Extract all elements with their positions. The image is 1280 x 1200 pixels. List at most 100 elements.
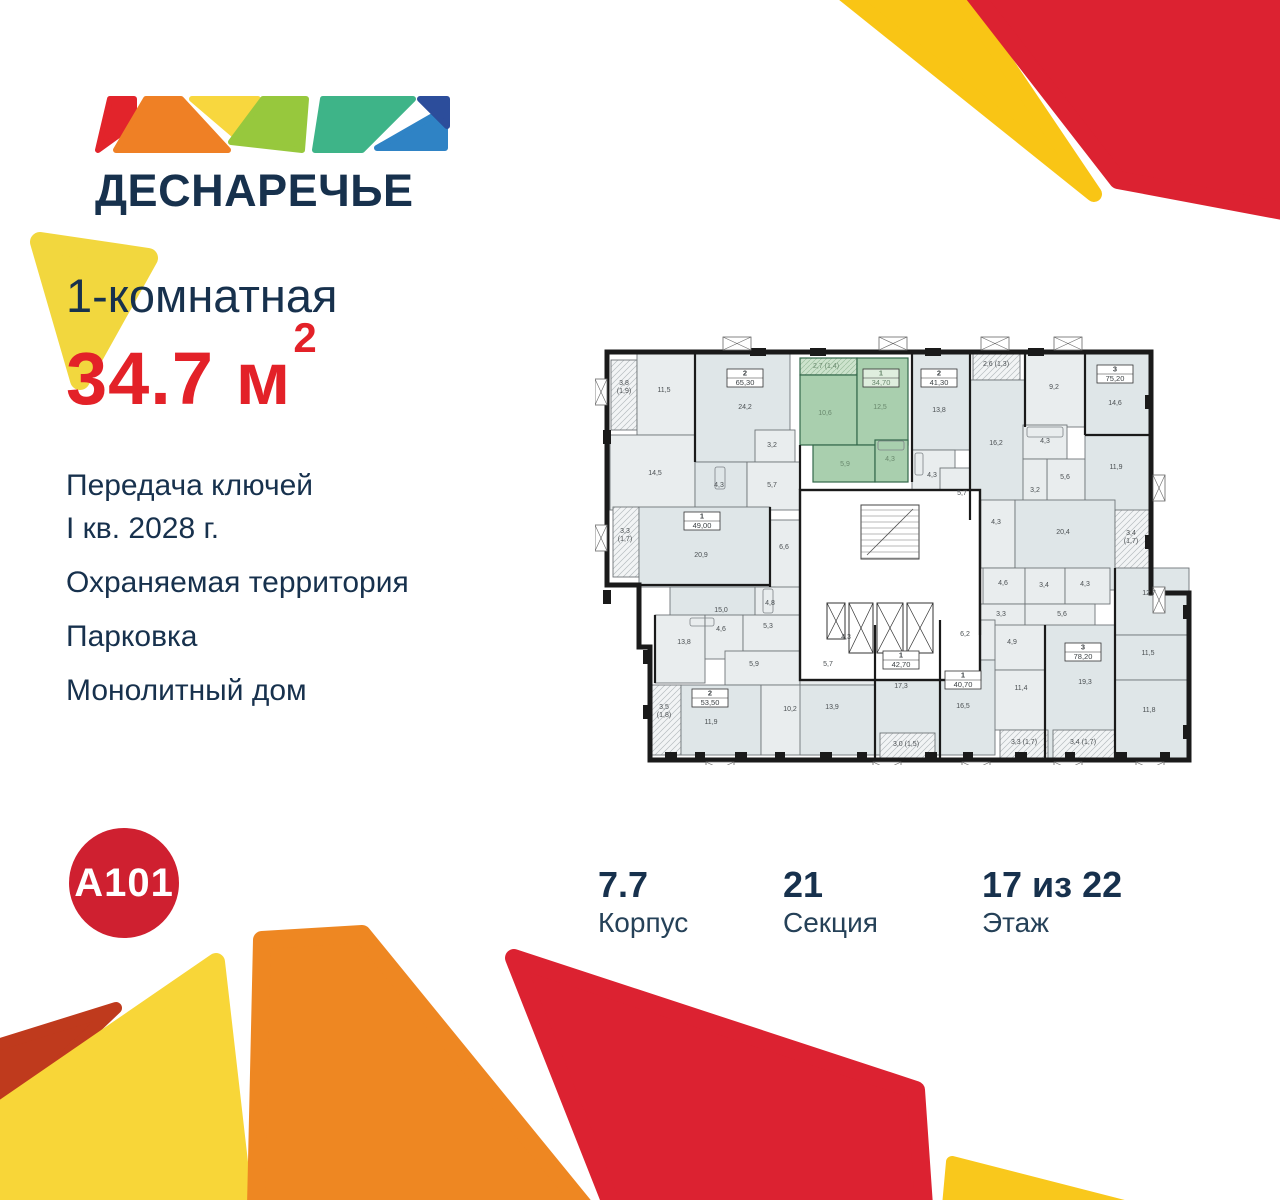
room-area-label: 4,3 <box>841 634 851 641</box>
feature-keys-line2: I кв. 2028 г. <box>66 512 220 545</box>
brand-logo: ДЕСНАРЕЧЬЕ <box>95 92 455 217</box>
stat-floor-label: Этаж <box>982 907 1049 938</box>
feature-security: Охраняемая территория <box>66 566 409 599</box>
logo-mosaic-icon <box>95 96 450 153</box>
room-area-label: 16,5 <box>956 703 970 710</box>
room-area-label: 4,3 <box>1040 438 1050 445</box>
room-area-label: 12,5 <box>873 404 887 411</box>
top-yellow-wedge <box>839 0 1102 202</box>
svg-text:3: 3 <box>1113 365 1117 374</box>
room-area-label: (1,9) <box>617 388 631 395</box>
room-area-label: 5,7 <box>823 661 833 668</box>
room-area-label: 11,9 <box>1109 464 1122 471</box>
room-area-label: 4,3 <box>991 519 1001 526</box>
window-symbol <box>1135 761 1165 776</box>
blue-piece <box>374 106 448 151</box>
bottom-small-yellow <box>942 1156 1125 1200</box>
window-symbol <box>872 761 902 776</box>
room-area-label: 5,9 <box>749 661 759 668</box>
teal-piece <box>312 96 416 153</box>
feature-parking: Парковка <box>66 620 198 653</box>
svg-text:41,30: 41,30 <box>930 378 949 387</box>
room-area-label: (1,7) <box>618 536 632 543</box>
bath-fixture <box>877 440 905 451</box>
room-area-label: 3,4 <box>1126 530 1136 537</box>
room-area-label: 3,2 <box>767 442 777 449</box>
room <box>992 624 1046 671</box>
room <box>1114 679 1190 761</box>
stat-building: 7.7 Корпус <box>598 866 688 939</box>
svg-text:75,20: 75,20 <box>1106 374 1125 383</box>
room-area-label: 20,9 <box>694 552 708 559</box>
svg-text:40,70: 40,70 <box>954 680 973 689</box>
red-piece <box>95 96 137 153</box>
listing-rooms-title: 1-комнатная <box>66 269 338 322</box>
room-area-label: 13,9 <box>825 704 839 711</box>
stat-building-label: Корпус <box>598 907 689 938</box>
room-area-label: 19,3 <box>1078 679 1092 686</box>
top-red-shape <box>966 0 1280 220</box>
stat-section-value: 21 <box>783 864 824 905</box>
room-area-label: 11,4 <box>1014 685 1027 692</box>
room <box>911 351 971 451</box>
bath-fixture <box>914 452 924 476</box>
developer-name: A101 <box>74 860 174 905</box>
room-area-label: 13,8 <box>677 639 691 646</box>
orange-piece <box>113 96 231 153</box>
room-area-label: 12,7 <box>1142 590 1156 597</box>
room-area-label: 11,9 <box>704 719 717 726</box>
room-area-label: 9,2 <box>1049 384 1059 391</box>
room-area-label: 4,6 <box>716 626 726 633</box>
svg-text:49,00: 49,00 <box>693 521 712 530</box>
room <box>694 461 748 511</box>
room <box>1064 567 1111 605</box>
bath-fixture <box>689 617 715 627</box>
svg-text:42,70: 42,70 <box>892 660 911 669</box>
room-area-label: 4,9 <box>1007 639 1017 646</box>
room <box>636 351 696 436</box>
feature-list: Передача ключей I кв. 2028 г. Охраняемая… <box>66 464 409 712</box>
outer-wall <box>604 349 1192 763</box>
room-area-label: 3,3 (1,7) <box>1011 739 1037 746</box>
room-area-label: 3,8 <box>619 380 629 387</box>
room <box>650 684 682 756</box>
window-symbol <box>705 761 735 776</box>
brand-name: ДЕСНАРЕЧЬЕ <box>95 165 414 216</box>
stat-floor-value: 17 из 22 <box>982 864 1123 905</box>
room-area-label: 4,3 <box>927 472 937 479</box>
room-area-label: 5,3 <box>763 623 773 630</box>
bath-fixture <box>1026 426 1064 438</box>
svg-text:1: 1 <box>879 369 883 378</box>
window-symbol <box>1053 761 1083 776</box>
room <box>746 461 801 511</box>
bottom-orange-shape <box>247 925 591 1200</box>
room <box>742 614 801 652</box>
room-area-label: 6,6 <box>779 544 789 551</box>
room <box>1024 603 1096 629</box>
room-area-label: 4,3 <box>885 456 895 463</box>
highlight-room <box>874 439 909 483</box>
room-area-label: 5,6 <box>1057 611 1067 618</box>
room-area-label: 10,6 <box>818 410 832 417</box>
feature-keys-line1: Передача ключей <box>66 469 314 502</box>
room-area-label: 3,3 <box>620 528 630 535</box>
room-area-label: 5,6 <box>1060 474 1070 481</box>
svg-text:2: 2 <box>937 369 941 378</box>
stat-floor: 17 из 22 Этаж <box>982 866 1122 939</box>
room-area-label: 4,8 <box>765 600 775 607</box>
developer-logo: A101 <box>69 828 179 938</box>
stat-section: 21 Секция <box>783 866 878 939</box>
room-area-label: 10,2 <box>783 706 797 713</box>
room-area-label: 4,3 <box>1080 581 1090 588</box>
room-area-label: 6,2 <box>960 631 970 638</box>
room-area-label: 14,6 <box>1108 400 1122 407</box>
navy-piece <box>417 96 450 129</box>
room-area-label: 17,3 <box>894 683 908 690</box>
bottom-yellow-triangle <box>0 953 253 1200</box>
room <box>1084 351 1152 436</box>
room <box>654 614 706 684</box>
lime-piece <box>228 96 309 153</box>
feature-building: Монолитный дом <box>66 674 307 707</box>
